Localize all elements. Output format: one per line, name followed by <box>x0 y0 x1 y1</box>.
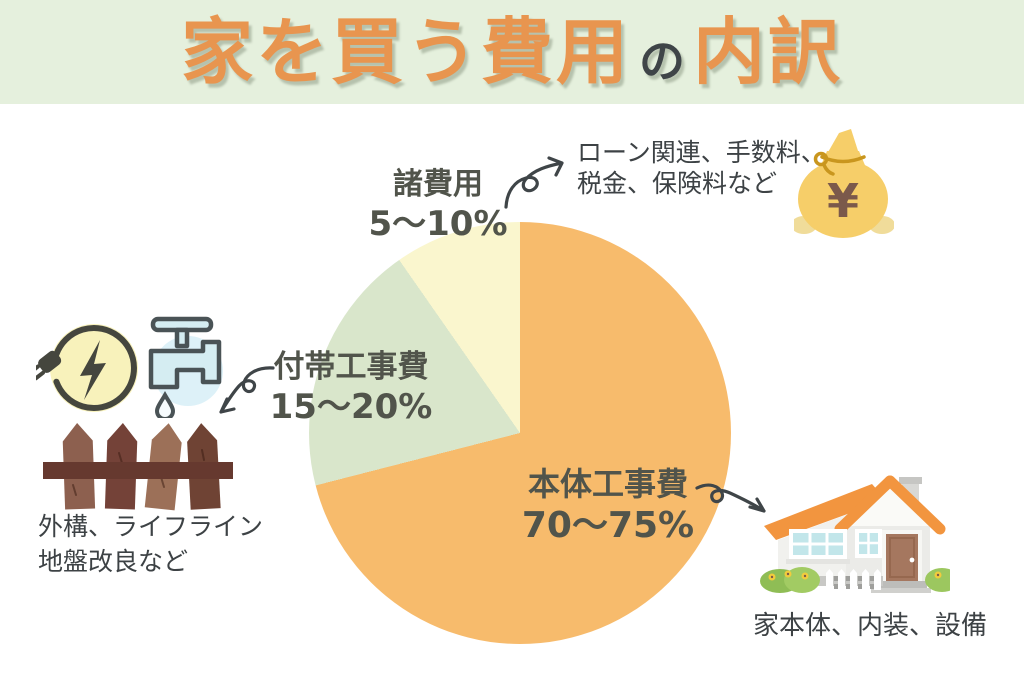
big-window <box>786 529 850 564</box>
note-incidental-work: 外構、ライフライン 地盤改良など <box>38 509 263 579</box>
note-incidental-line1: 外構、ライフライン <box>38 512 264 541</box>
pie-chart <box>309 222 731 644</box>
left-roof <box>764 484 886 540</box>
pie-label-incidental-range: 15〜20% <box>269 386 433 427</box>
lightning-bolt-icon <box>80 340 106 400</box>
water-faucet-icon <box>148 316 223 418</box>
gable <box>846 484 934 526</box>
bag-top <box>827 129 859 154</box>
note-misc-expenses: ローン関連、手数料、 税金、保険料など <box>577 137 826 199</box>
plug-body <box>36 350 62 381</box>
electric-plug-icon <box>36 324 138 412</box>
pie-label-misc-name: 諸費用 <box>393 167 483 202</box>
page-title: 家を買う費用 の 内訳 <box>181 16 843 88</box>
electric-ring <box>53 325 137 411</box>
pie-label-misc-expenses: 諸費用 5〜10% <box>356 168 520 243</box>
pie-label-incidental-work: 付帯工事費 15〜20% <box>256 350 446 426</box>
money-bag-icon: ¥ <box>794 129 894 238</box>
wooden-fence-icon <box>43 423 233 511</box>
door-steps <box>871 581 931 593</box>
yen-symbol: ¥ <box>827 174 859 228</box>
picket-fence <box>826 569 881 590</box>
title-main: 家を買う費用 <box>180 10 631 94</box>
fence-rail <box>43 462 233 479</box>
water-drop-icon <box>154 390 176 418</box>
pie-label-main-name: 本体工事費 <box>527 465 688 503</box>
small-window <box>855 529 882 558</box>
pie-label-incidental-name: 付帯工事費 <box>273 349 429 385</box>
gable-roof <box>834 475 946 535</box>
pie-label-main-range: 70〜75% <box>521 504 695 546</box>
note-misc-line1: ローン関連、手数料、 <box>577 138 826 167</box>
faucet-body <box>148 316 222 390</box>
note-main-line1: 家本体、内装、設備 <box>753 611 988 641</box>
house-icon <box>760 475 950 593</box>
bush-right <box>925 568 950 592</box>
bag-body <box>798 160 888 238</box>
note-incidental-line2: 地盤改良など <box>38 547 189 576</box>
note-misc-line2: 税金、保険料など <box>577 169 778 198</box>
bag-tie <box>813 151 866 176</box>
title-particle: の <box>639 34 685 88</box>
pie-label-main-construction: 本体工事費 70〜75% <box>516 465 700 546</box>
door <box>882 530 922 581</box>
header-banner: 家を買う費用 の 内訳 <box>0 0 1024 104</box>
title-suffix: 内訳 <box>693 10 844 94</box>
pie-label-misc-range: 5〜10% <box>368 203 508 244</box>
flowers <box>768 570 809 581</box>
bush-left <box>760 567 820 593</box>
note-main-construction: 家本体、内装、設備 <box>753 605 987 642</box>
